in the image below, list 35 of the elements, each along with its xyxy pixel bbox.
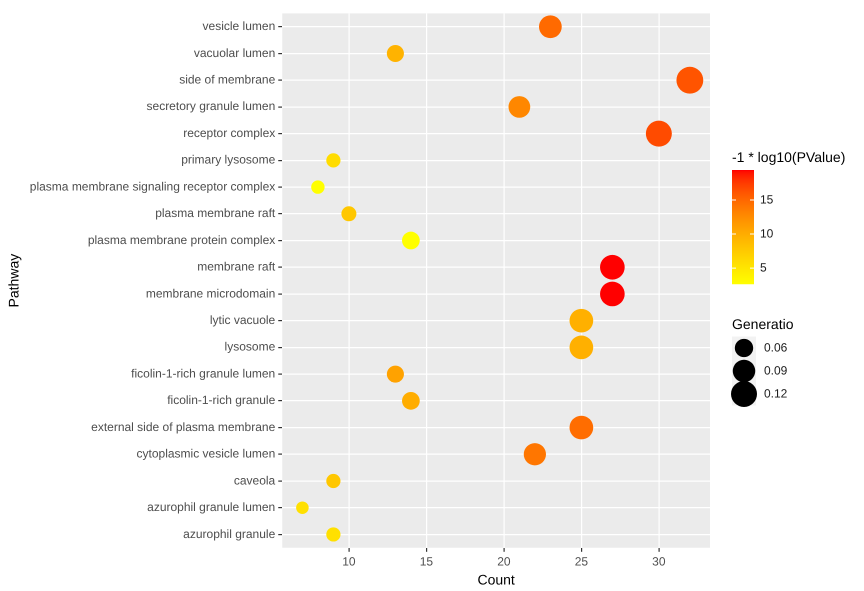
y-tick-label: azurophil granule <box>183 526 276 541</box>
color-bar-title: -1 * log10(PValue) <box>732 149 846 165</box>
legend-label: 0.09 <box>764 363 788 378</box>
y-tick-label: lytic vacuole <box>210 313 276 327</box>
x-tick-label: 25 <box>574 554 588 568</box>
legend-label: 0.06 <box>764 340 788 354</box>
legend-label: 0.12 <box>764 386 788 400</box>
y-tick-label: ficolin-1-rich granule lumen <box>131 366 276 380</box>
y-tick-label: vesicle lumen <box>202 19 276 34</box>
x-tick-label: 15 <box>420 554 434 568</box>
y-tick-label: cytoplasmic vesicle lumen <box>136 446 276 461</box>
y-tick-label: azurophil granule lumen <box>147 500 276 514</box>
x-axis-title: Count <box>477 571 515 588</box>
y-tick-label: plasma membrane signaling receptor complex <box>30 179 276 194</box>
y-tick-label: caveola <box>234 473 276 488</box>
color-bar-label: 5 <box>760 260 767 274</box>
y-tick-label: plasma membrane protein complex <box>88 232 276 247</box>
y-tick-label: receptor complex <box>183 126 276 140</box>
x-tick-label: 20 <box>497 554 511 568</box>
x-tick-label: 10 <box>342 554 356 568</box>
color-bar-label: 15 <box>760 192 774 206</box>
y-tick-label: primary lysosome <box>181 152 276 167</box>
legend-title: Generatio <box>732 316 794 332</box>
y-tick-label: lysosome <box>224 340 276 354</box>
y-tick-label: ficolin-1-rich granule <box>167 393 276 408</box>
y-tick-label: vacuolar lumen <box>194 46 276 60</box>
color-bar-label: 10 <box>760 226 774 240</box>
y-tick-label: side of membrane <box>179 72 276 87</box>
x-tick-label: 30 <box>652 554 666 568</box>
y-axis-title: Pathway <box>5 254 22 308</box>
y-tick-label: membrane microdomain <box>146 286 276 300</box>
y-tick-label: external side of plasma membrane <box>91 420 276 434</box>
y-tick-label: secretory granule lumen <box>146 99 276 114</box>
y-tick-label: plasma membrane raft <box>155 206 276 220</box>
y-tick-label: membrane raft <box>197 260 276 274</box>
